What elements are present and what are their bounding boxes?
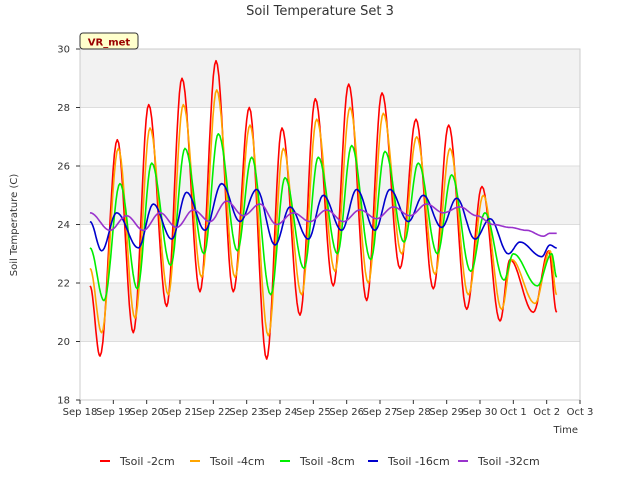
- y-tick-label: 24: [57, 220, 70, 231]
- band: [80, 341, 580, 400]
- series-line-tsoil-2cm: [89, 59, 558, 360]
- y-tick-label: 20: [57, 337, 70, 348]
- x-tick-label: Sep 24: [263, 407, 298, 418]
- series-line-tsoil-8cm: [89, 133, 558, 302]
- y-tick-label: 30: [57, 45, 70, 56]
- band: [80, 107, 580, 166]
- x-tick-label: Sep 28: [396, 407, 431, 418]
- annotation-box: [79, 32, 139, 50]
- x-tick-label: Oct 1: [500, 407, 527, 418]
- x-tick-label: Sep 22: [196, 407, 231, 418]
- chart-title: Soil Temperature Set 3: [246, 4, 394, 19]
- x-tick-label: Sep 20: [129, 407, 164, 418]
- legend-label: Tsoil -2cm: [119, 455, 175, 468]
- x-tick-label: Sep 23: [229, 407, 264, 418]
- x-tick-label: Sep 21: [163, 407, 198, 418]
- station-annotation: VR_met: [79, 32, 139, 50]
- x-tick-label: Sep 29: [429, 407, 464, 418]
- band: [80, 49, 580, 108]
- y-tick-label: 28: [57, 103, 70, 114]
- series-line-tsoil-32cm: [89, 200, 557, 237]
- x-tick-label: Oct 3: [567, 407, 594, 418]
- x-tick-label: Sep 27: [363, 407, 398, 418]
- x-tick-label: Sep 18: [63, 407, 98, 418]
- legend-label: Tsoil -4cm: [209, 455, 265, 468]
- x-axis-label: Time: [553, 425, 578, 436]
- x-tick-label: Sep 30: [463, 407, 498, 418]
- y-tick-label: 22: [57, 279, 70, 290]
- legend: Tsoil -2cm Tsoil -4cm Tsoil -8cm Tsoil -16c…: [100, 455, 540, 468]
- x-tick-label: Sep 26: [329, 407, 364, 418]
- annotation-text: VR_met: [88, 38, 131, 49]
- x-tick-label: Sep 19: [96, 407, 131, 418]
- y-axis-ticks: 18 20 22 24 26 28 30: [57, 45, 80, 407]
- legend-label: Tsoil -16cm: [387, 455, 450, 468]
- series-layer: [89, 59, 558, 360]
- x-tick-label: Sep 25: [296, 407, 331, 418]
- legend-label: Tsoil -8cm: [299, 455, 355, 468]
- x-tick-label: Oct 2: [533, 407, 560, 418]
- y-tick-label: 18: [57, 396, 70, 407]
- y-axis-label: Soil Temperature (C): [9, 174, 20, 277]
- y-tick-label: 26: [57, 162, 70, 173]
- legend-label: Tsoil -32cm: [477, 455, 540, 468]
